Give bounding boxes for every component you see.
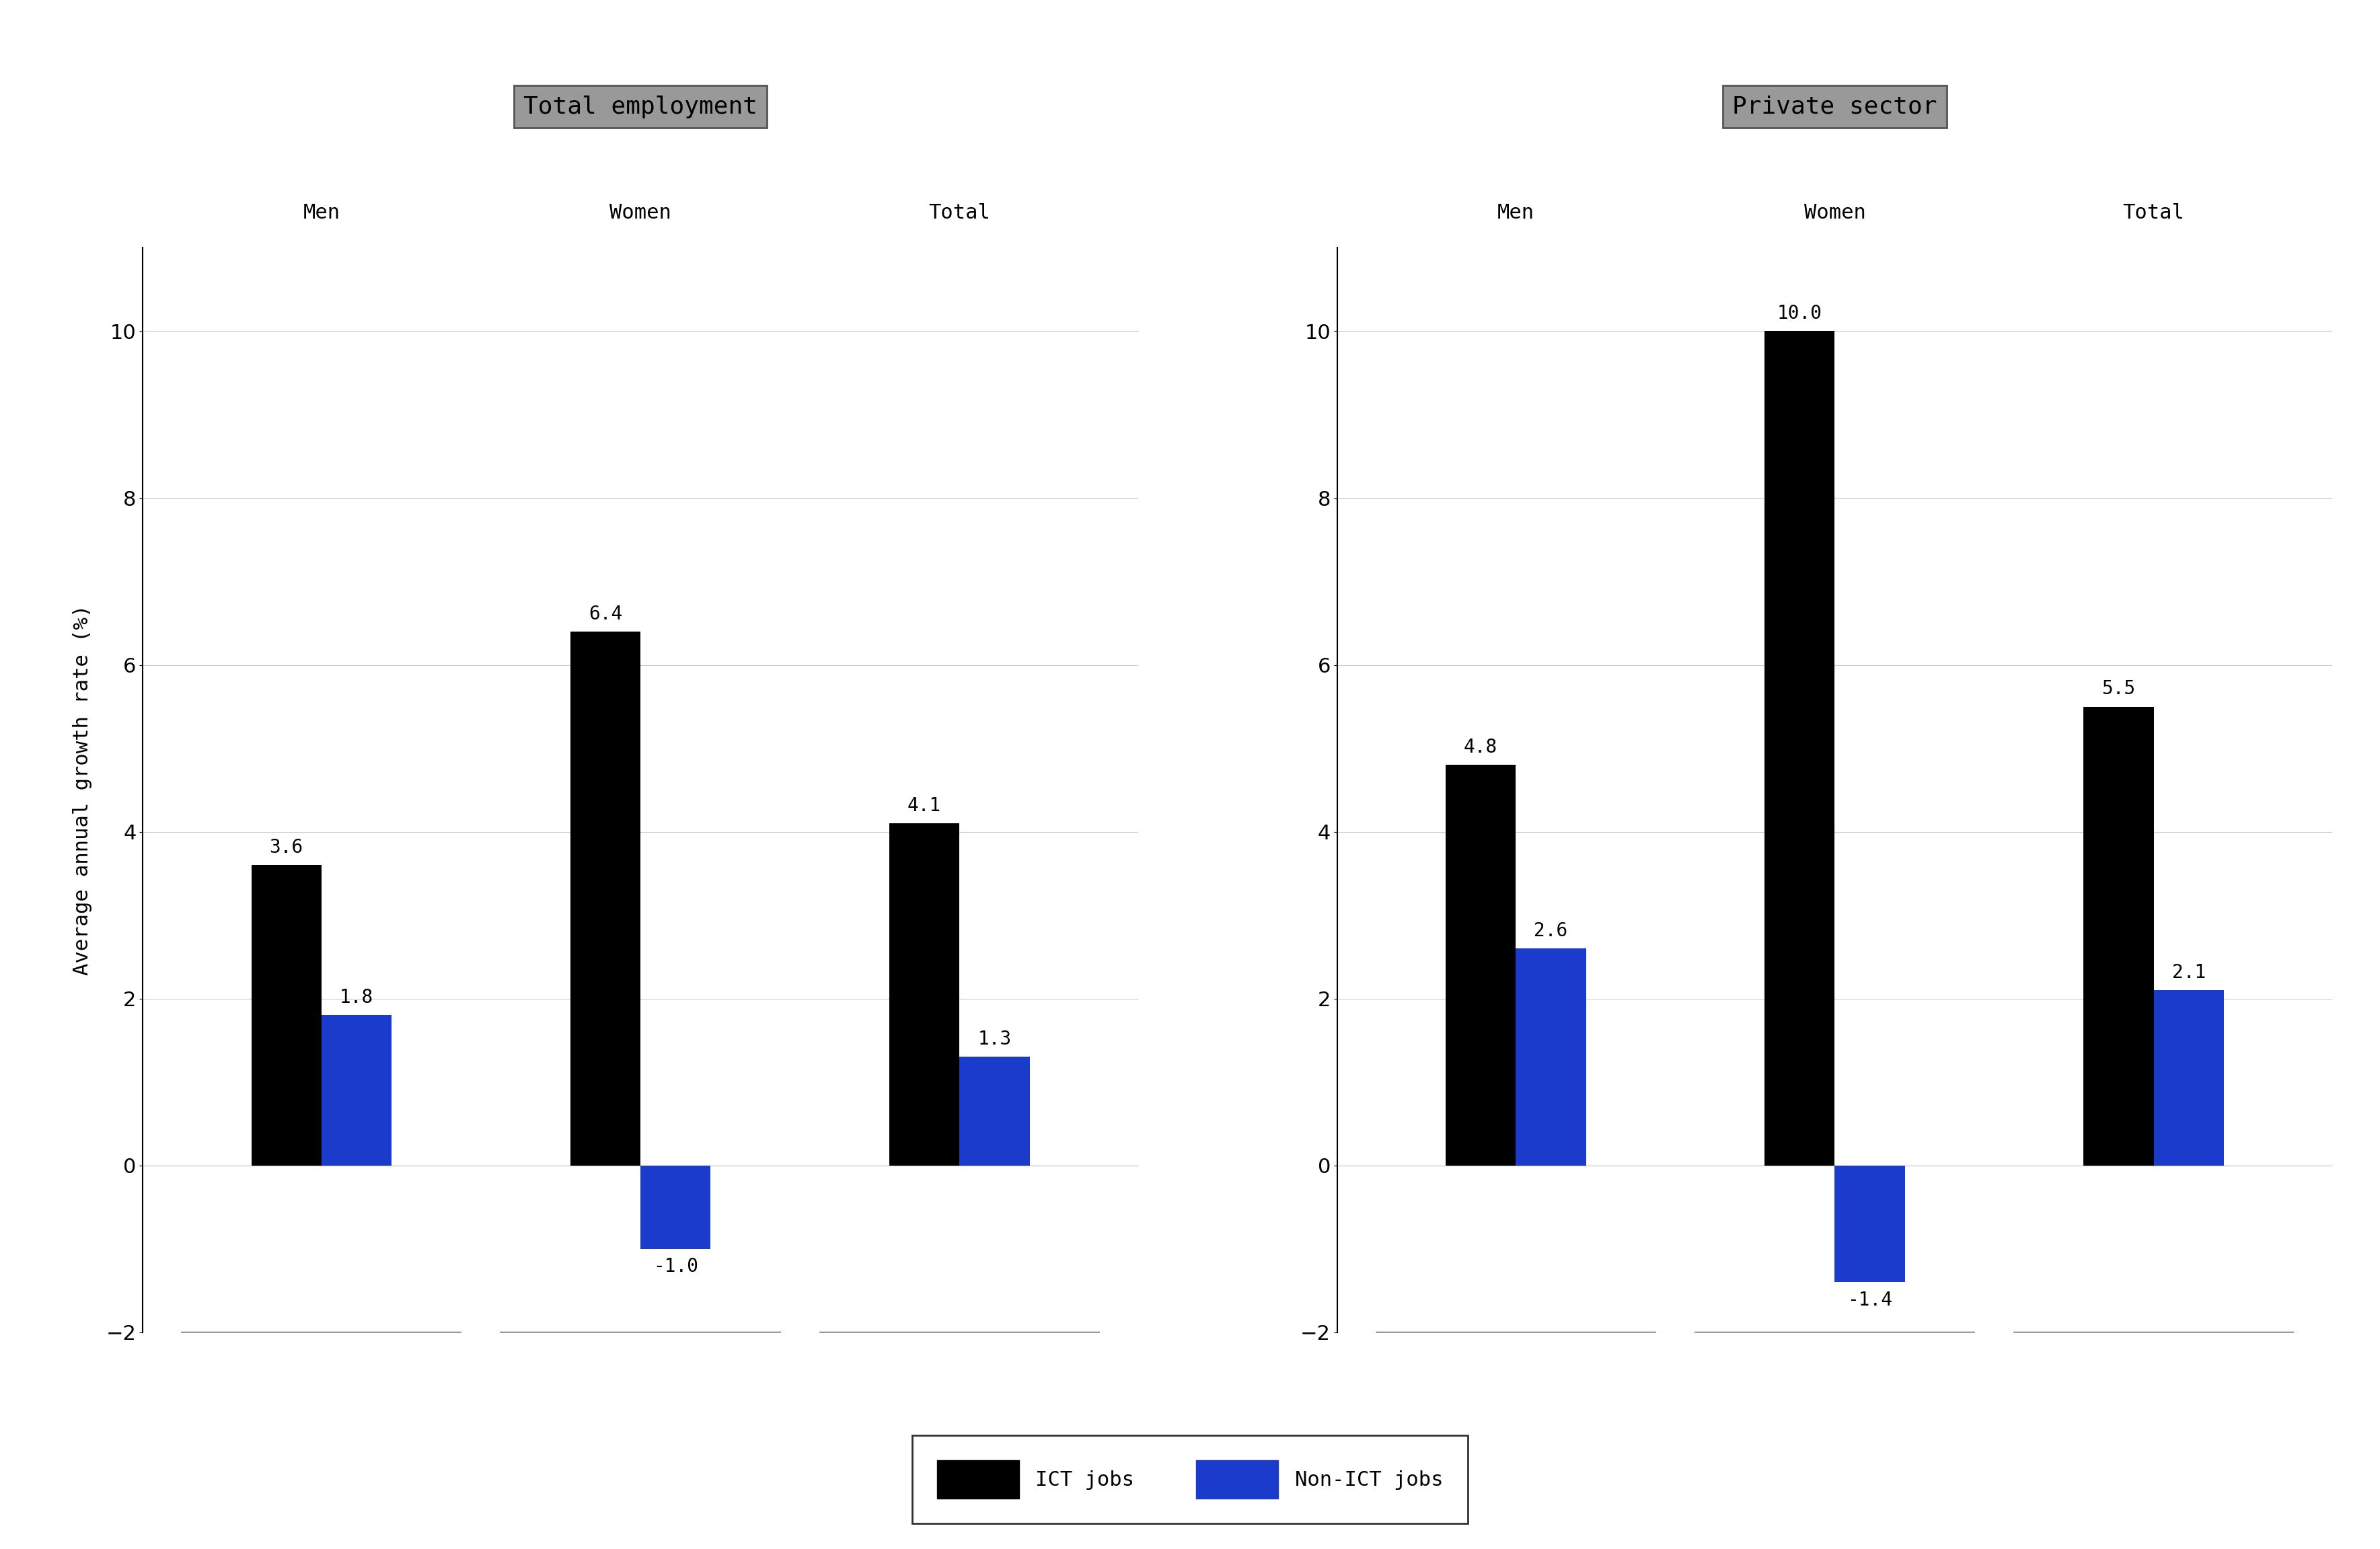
Text: Total employment: Total employment bbox=[524, 96, 757, 118]
Text: Private sector: Private sector bbox=[1733, 96, 1937, 118]
Bar bbox=[1835, 1165, 1904, 1283]
Text: 3.6: 3.6 bbox=[269, 838, 302, 857]
Text: 2.6: 2.6 bbox=[1535, 922, 1568, 940]
Text: Women: Women bbox=[609, 203, 671, 223]
Y-axis label: Average annual growth rate (%): Average annual growth rate (%) bbox=[71, 604, 93, 976]
Bar bbox=[252, 864, 321, 1165]
Bar bbox=[321, 1015, 393, 1165]
Text: Men: Men bbox=[1497, 203, 1535, 223]
Text: 5.5: 5.5 bbox=[2102, 680, 2135, 699]
Text: 4.1: 4.1 bbox=[907, 796, 940, 815]
Text: Women: Women bbox=[1804, 203, 1866, 223]
Bar bbox=[1516, 948, 1585, 1165]
Bar bbox=[640, 1165, 712, 1248]
Bar bbox=[890, 824, 959, 1165]
Text: Men: Men bbox=[302, 203, 340, 223]
Text: Total: Total bbox=[2123, 203, 2185, 223]
Text: 1.8: 1.8 bbox=[340, 988, 374, 1007]
Bar bbox=[2082, 706, 2154, 1165]
Bar bbox=[959, 1056, 1031, 1165]
Bar bbox=[1764, 331, 1835, 1165]
Text: -1.4: -1.4 bbox=[1847, 1290, 1892, 1309]
Text: 6.4: 6.4 bbox=[588, 604, 621, 623]
Text: Total: Total bbox=[928, 203, 990, 223]
Text: 1.3: 1.3 bbox=[978, 1030, 1012, 1049]
Bar bbox=[571, 632, 640, 1165]
Text: 2.1: 2.1 bbox=[2173, 963, 2206, 982]
Bar bbox=[2154, 990, 2223, 1165]
Text: -1.0: -1.0 bbox=[652, 1258, 697, 1276]
Legend: ICT jobs, Non-ICT jobs: ICT jobs, Non-ICT jobs bbox=[912, 1436, 1468, 1523]
Text: 10.0: 10.0 bbox=[1778, 304, 1823, 322]
Bar bbox=[1445, 765, 1516, 1165]
Text: 4.8: 4.8 bbox=[1464, 737, 1497, 756]
